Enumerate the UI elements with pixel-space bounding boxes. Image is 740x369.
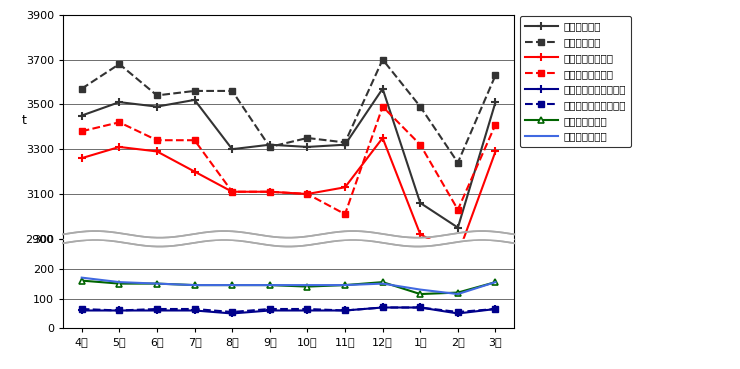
Legend: 合計量３年度, 合計量２年度, 燃やすごみ３年度, 燃やすごみ２年度, 燃やさないごみ３年度, 燃やさないごみ２年度, 粗大ごみ３年度, 粗大ごみ２年度: 合計量３年度, 合計量２年度, 燃やすごみ３年度, 燃やすごみ２年度, 燃やさな… [519,16,631,147]
Y-axis label: t: t [21,114,27,127]
